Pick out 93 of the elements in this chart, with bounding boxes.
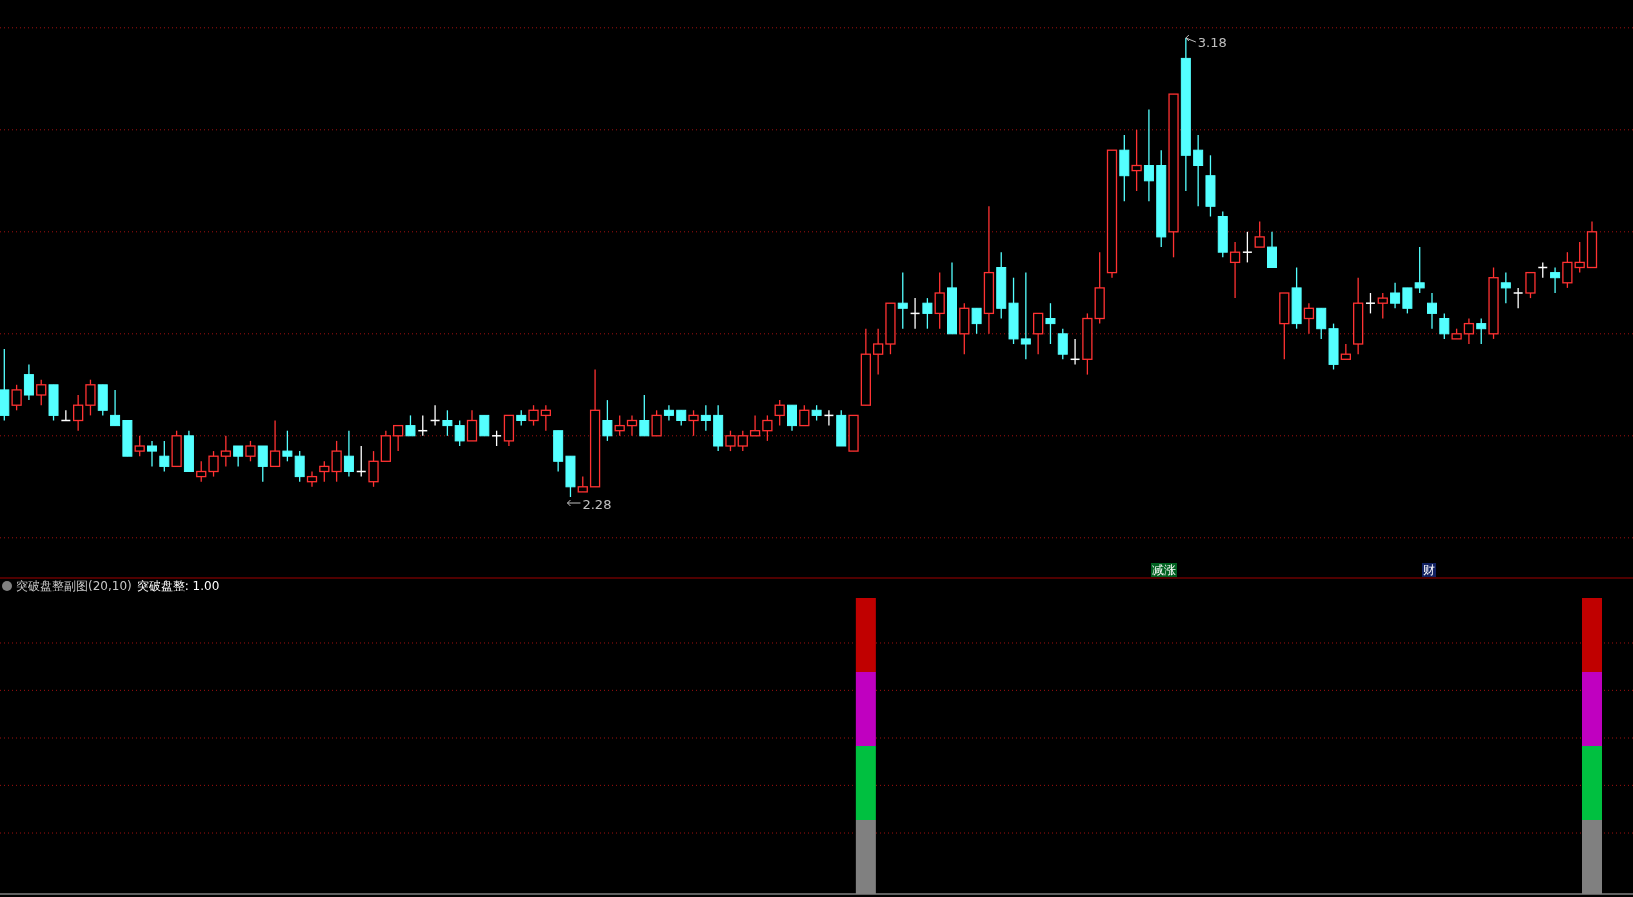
bar [855,598,876,672]
candlestick [626,414,638,437]
candlestick [1242,231,1253,264]
candlestick [1229,241,1241,299]
candlestick [1303,302,1315,335]
candlestick [651,409,662,437]
candlestick [749,414,761,437]
bar [1582,746,1602,820]
candlestick [269,419,281,468]
candlestick [393,424,404,452]
candlestick [922,297,933,330]
candlestick [73,394,84,432]
candlestick [36,379,47,406]
candlestick [159,440,170,473]
candlestick [762,414,773,442]
candlestick [110,389,121,427]
candlestick [1427,292,1437,330]
candlestick [1574,241,1585,274]
candlestick [245,440,256,462]
bar [855,746,876,820]
candlestick [1316,307,1327,340]
candlestick [208,450,219,478]
candlestick [1193,134,1204,207]
candlestick [1045,302,1056,345]
candlestick [614,414,625,437]
candlestick [405,414,416,437]
candlestick [700,404,711,432]
candlestick [442,409,453,437]
candlestick [1463,317,1475,345]
candlestick [737,430,748,452]
candlestick [1377,292,1388,320]
candlestick [257,445,268,483]
candlestick [1143,108,1154,202]
candlestick [663,404,674,422]
candlestick [220,435,231,468]
candlestick [934,271,945,330]
candlestick [479,414,490,437]
candlestick [1033,312,1044,355]
candlestick [294,450,305,483]
candlestick [688,409,699,437]
candlestick [602,399,613,442]
annotation: 3.18 [1197,35,1227,50]
candlestick [897,271,908,330]
annotation: 2.28 [582,497,612,512]
candlestick [1439,312,1450,340]
candlestick [528,404,539,427]
candlestick [1550,266,1561,294]
candlestick [1402,287,1413,315]
candlestick [134,435,145,457]
candlestick [1476,317,1487,345]
candlestick [1562,251,1573,289]
candlestick [787,404,797,432]
text: 财 [1423,563,1435,577]
candlestick [11,384,22,411]
text: 减涨 [1152,563,1176,577]
bar [1582,672,1602,746]
candlestick [1131,129,1142,192]
candlestick [1414,246,1425,294]
candlestick [331,440,342,483]
candlestick [774,399,785,427]
bar [1582,598,1602,672]
candlestick [540,404,551,432]
candlestick [85,379,96,417]
chart-title: 突破盘整副图(20,10) [16,579,132,593]
candlestick [233,445,244,468]
candlestick [1020,271,1031,360]
candlestick [971,307,982,335]
candlestick [725,430,736,452]
candlestick [1267,231,1277,269]
candlestick [368,450,379,488]
candlestick [23,363,34,401]
candlestick [454,419,465,447]
candlestick [1057,328,1068,360]
candlestick [1254,220,1265,248]
candlestick [319,460,330,483]
candlestick [1365,292,1376,315]
bar [855,820,876,894]
bar [1582,820,1602,894]
candlestick [306,470,318,488]
candlestick [1500,271,1511,304]
candlestick [147,440,157,468]
candlestick [639,394,650,437]
bar [855,672,876,746]
candlestick [466,409,478,442]
text: 突破盘整: 1.00 [136,579,220,593]
candlestick [196,460,207,483]
candlestick [343,430,354,478]
candlestick [873,328,884,376]
candlestick [799,404,810,427]
candlestick [1390,282,1401,309]
candlestick [1525,271,1536,299]
candlestick [1512,287,1524,309]
candlestick [282,430,293,462]
